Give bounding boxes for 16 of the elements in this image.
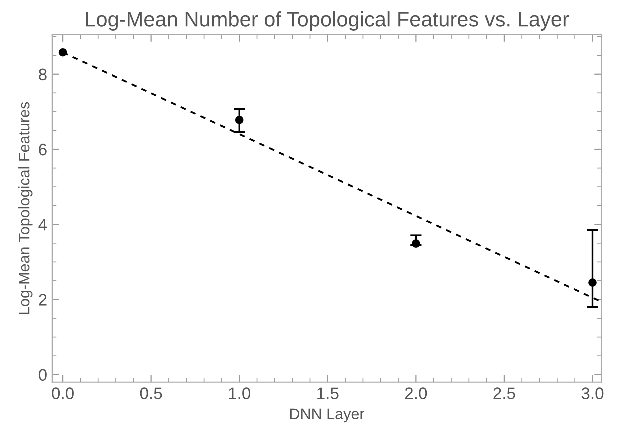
x-tick-label: 2.0 <box>405 388 428 400</box>
y-tick-label: 6 <box>39 144 47 156</box>
x-axis-title: DNN Layer <box>290 408 365 423</box>
y-tick-label: 4 <box>38 219 48 231</box>
x-tick-label: 2.5 <box>494 388 516 400</box>
x-tick-label: 0.0 <box>52 388 74 400</box>
y-tick-label: 0 <box>38 369 47 382</box>
x-tick-label: 1.5 <box>318 388 339 400</box>
point <box>58 48 68 57</box>
chart-title: Log-Mean Number of Topological Features vs. Layer <box>86 12 570 31</box>
x-tick-label: 0.5 <box>140 388 162 400</box>
y-axis-title: Log-Mean Topological Features <box>18 102 33 314</box>
y-tick-label: 8 <box>39 68 47 81</box>
y-tick-label: 2 <box>39 294 47 306</box>
x-tick-label: 1.0 <box>229 388 251 400</box>
x-tick-label: 3.0 <box>582 388 604 400</box>
